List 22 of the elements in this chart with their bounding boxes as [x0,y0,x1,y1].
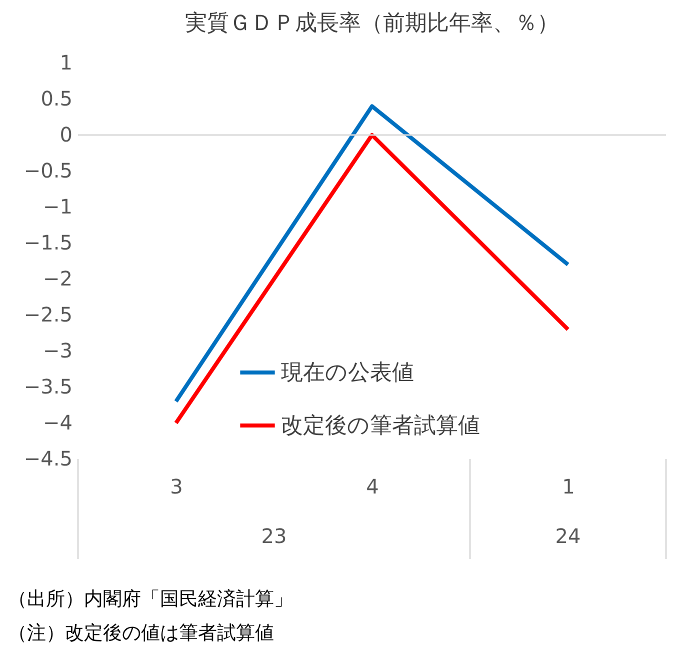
y-tick-label: −2.5 [24,302,72,326]
y-tick-label: −4 [43,410,72,434]
y-tick-label: 0.5 [40,86,72,110]
y-tick-label: −1 [43,194,72,218]
text: 24 [555,524,581,548]
y-tick-label: 0 [60,122,72,146]
y-tick-label: −0.5 [24,158,72,182]
x-tick-label: 4 [366,474,379,498]
legend-label: 改定後の筆者試算値 [281,414,480,438]
text: 23 [261,524,287,548]
y-tick-label: −2 [43,266,72,290]
y-tick-label: 1 [60,50,72,74]
y-tick-label: −4.5 [24,446,72,470]
text: （出所）内閣府「国民経済計算」 [8,588,293,610]
y-tick-label: −3 [43,338,72,362]
y-tick-label: −1.5 [24,230,72,254]
y-tick-label: −3.5 [24,374,72,398]
text: （注）改定後の値は筆者試算値 [8,622,274,644]
chart-title: 実質ＧＤＰ成長率（前期比年率、％） [185,11,559,36]
x-tick-label: 1 [562,474,575,498]
x-tick-label: 3 [170,474,183,498]
legend-label: 現在の公表値 [281,360,414,386]
